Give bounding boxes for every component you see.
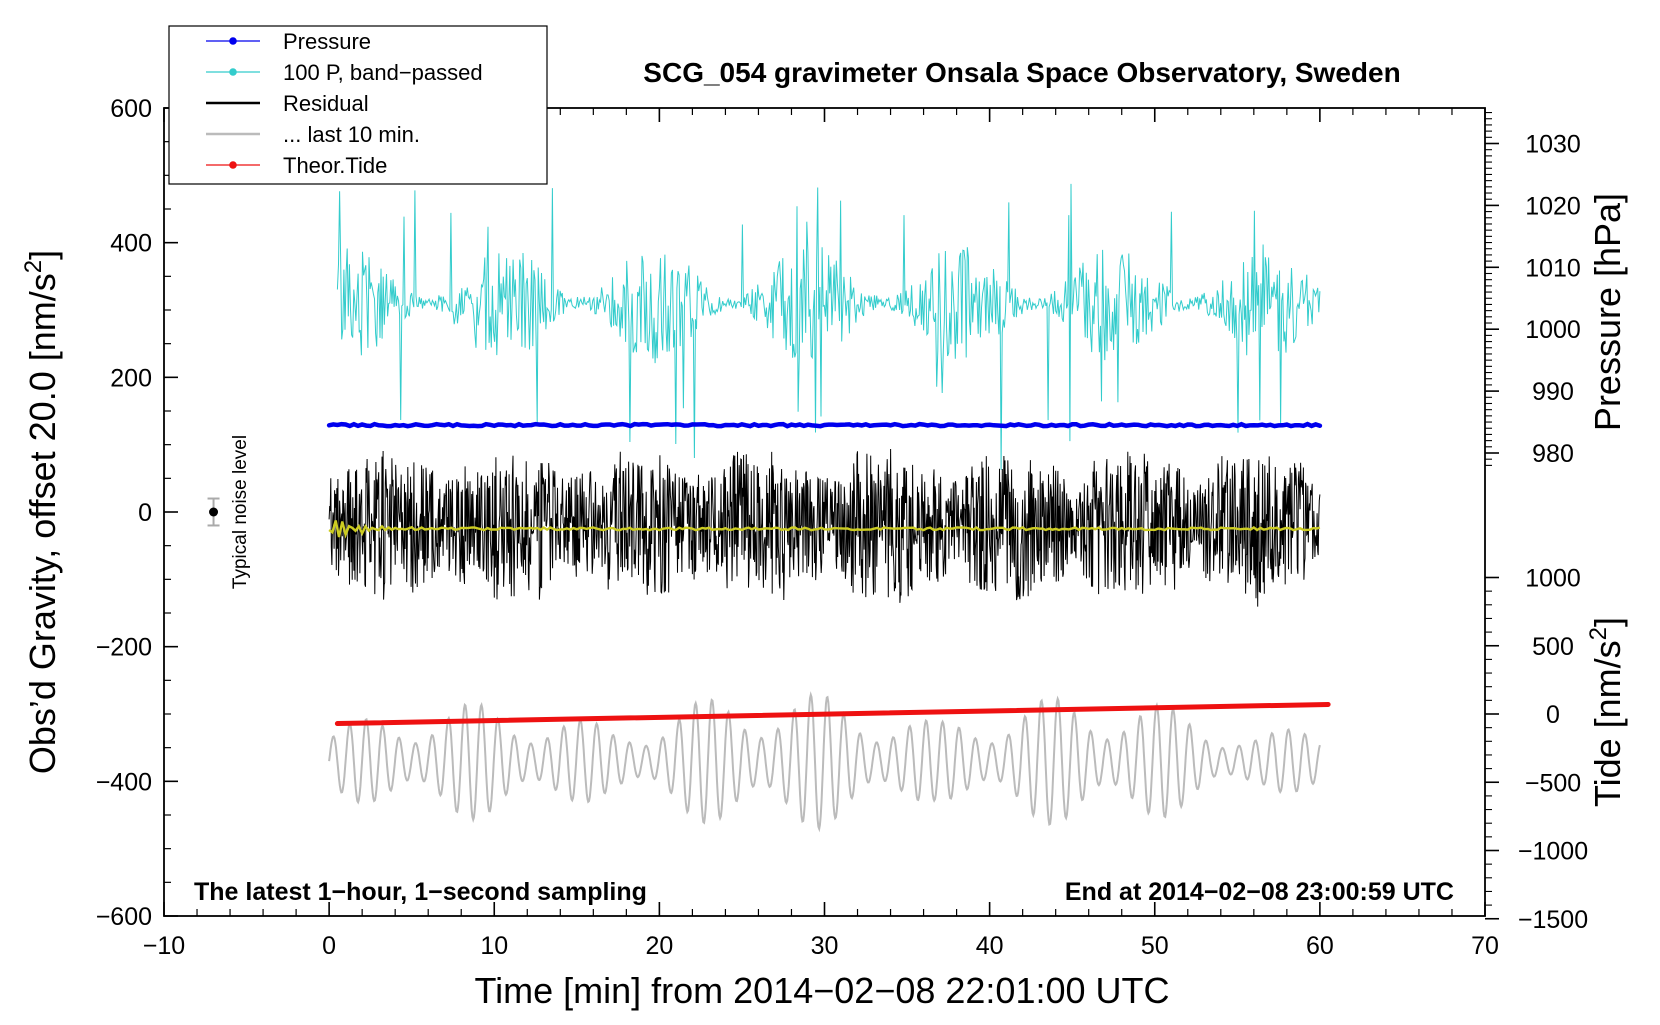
x-tick-label: 30 xyxy=(811,932,839,960)
legend-marker xyxy=(229,161,237,169)
series-layer xyxy=(326,183,1331,833)
y-axis-label-left: Obs’d Gravity, offset 20.0 [nm/s2] xyxy=(20,250,63,774)
y-axis-label-tide: Tide [nm/s2] xyxy=(1585,617,1628,807)
x-tick-label: 40 xyxy=(976,932,1004,960)
series-theoretical-tide xyxy=(334,701,1331,727)
legend-label: Pressure xyxy=(283,29,371,54)
series-pressure xyxy=(326,421,1323,429)
series-last-10-min xyxy=(328,691,1321,833)
y-tick-label-left: −600 xyxy=(96,903,152,931)
legend: Pressure 100 P, band−passed Residual ... la… xyxy=(168,25,548,185)
legend-marker xyxy=(229,37,237,45)
x-tick-label: 20 xyxy=(645,932,673,960)
tide-tick-label: 500 xyxy=(1532,633,1574,661)
legend-marker xyxy=(229,68,237,76)
legend-box xyxy=(168,25,548,185)
y-axis-label-left-tail: ] xyxy=(22,250,63,260)
noise-bar xyxy=(207,497,220,527)
pressure-tick-label: 1000 xyxy=(1525,316,1581,344)
legend-label: Residual xyxy=(283,91,369,116)
x-tick-label: 0 xyxy=(322,932,336,960)
y-axis-label-tide-main: Tide [nm/s xyxy=(1587,640,1628,807)
tide-tick-label: 1000 xyxy=(1525,565,1581,593)
y-tick-label-left: 600 xyxy=(110,95,152,123)
y-tick-label-left: −200 xyxy=(96,634,152,662)
x-axis-label: Time [min] from 2014−02−08 22:01:00 UTC xyxy=(474,970,1169,1011)
pressure-tick-label: 1020 xyxy=(1525,192,1581,220)
tide-tick-label: −500 xyxy=(1525,769,1581,797)
tide-tick-label: 0 xyxy=(1546,701,1560,729)
tide-tick-label: −1000 xyxy=(1518,838,1588,866)
y-tick-label-left: 400 xyxy=(110,230,152,258)
x-tick-label: −10 xyxy=(143,932,185,960)
y-tick-label-left: 200 xyxy=(110,364,152,392)
x-tick-label: 70 xyxy=(1471,932,1499,960)
axes-layer: −10 0 10 20 30 40 50 60 70−600−400−2000200400600… xyxy=(96,95,1588,960)
y-axis-label-left-main: Obs’d Gravity, offset 20.0 [nm/s xyxy=(22,273,63,774)
tide-tick-label: −1500 xyxy=(1518,906,1588,934)
pressure-tick-label: 980 xyxy=(1532,440,1574,468)
pressure-tick-label: 1010 xyxy=(1525,254,1581,282)
noise-bar-point xyxy=(209,507,219,517)
annotation-sampling: The latest 1−hour, 1−second sampling xyxy=(194,878,647,906)
pressure-tick-label: 1030 xyxy=(1525,131,1581,159)
legend-label: 100 P, band−passed xyxy=(283,60,483,85)
pressure-tick-label: 990 xyxy=(1532,378,1574,406)
series-bandpassed-pressure xyxy=(336,183,1321,470)
x-tick-label: 50 xyxy=(1141,932,1169,960)
noise-level-label: Typical noise level xyxy=(230,435,251,589)
annotation-end-time: End at 2014−02−08 23:00:59 UTC xyxy=(1065,878,1454,906)
series-residual-smoothed xyxy=(328,520,1321,539)
y-axis-label-pressure: Pressure [hPa] xyxy=(1587,193,1628,431)
legend-label: ... last 10 min. xyxy=(283,122,420,147)
chart-title: SCG_054 gravimeter Onsala Space Observat… xyxy=(643,57,1400,88)
y-tick-label-left: 0 xyxy=(138,499,152,527)
legend-label: Theor.Tide xyxy=(283,153,387,178)
y-axis-label-tide-sup: 2 xyxy=(1585,627,1612,640)
x-tick-label: 60 xyxy=(1306,932,1334,960)
y-axis-label-tide-tail: ] xyxy=(1587,617,1628,627)
x-tick-label: 10 xyxy=(480,932,508,960)
y-axis-label-left-sup: 2 xyxy=(20,260,47,273)
legend-entries: Pressure 100 P, band−passed Residual ... la… xyxy=(206,29,483,178)
y-tick-label-left: −400 xyxy=(96,768,152,796)
